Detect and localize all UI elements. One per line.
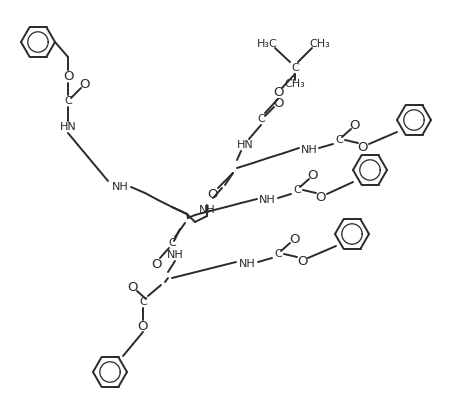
Text: HN: HN: [60, 122, 76, 132]
Text: C: C: [293, 185, 301, 195]
Text: O: O: [208, 188, 218, 200]
Text: NH: NH: [258, 195, 275, 205]
Text: C: C: [168, 238, 176, 248]
Text: C: C: [335, 135, 343, 145]
Text: O: O: [128, 281, 138, 293]
Text: C: C: [257, 114, 265, 124]
Text: O: O: [308, 168, 318, 181]
Text: O: O: [358, 141, 368, 154]
Text: C: C: [139, 297, 147, 307]
Text: C: C: [274, 249, 282, 259]
Text: NH: NH: [112, 182, 129, 192]
Text: NH: NH: [166, 250, 183, 260]
Text: CH₃: CH₃: [310, 39, 330, 49]
Text: NH: NH: [199, 205, 215, 215]
Text: O: O: [138, 320, 148, 332]
Text: O: O: [297, 254, 307, 268]
Text: O: O: [152, 257, 162, 271]
Text: CH₃: CH₃: [285, 79, 305, 89]
Text: HN: HN: [237, 140, 253, 150]
Text: NH: NH: [239, 259, 256, 269]
Text: O: O: [273, 86, 283, 100]
Text: O: O: [80, 78, 90, 91]
Text: O: O: [273, 97, 283, 110]
Text: C: C: [291, 63, 299, 73]
Text: O: O: [289, 232, 299, 246]
Text: C: C: [64, 96, 72, 106]
Text: O: O: [316, 190, 326, 203]
Text: O: O: [350, 119, 360, 132]
Text: H₃C: H₃C: [257, 39, 277, 49]
Text: O: O: [63, 70, 73, 83]
Text: NH: NH: [301, 145, 318, 155]
